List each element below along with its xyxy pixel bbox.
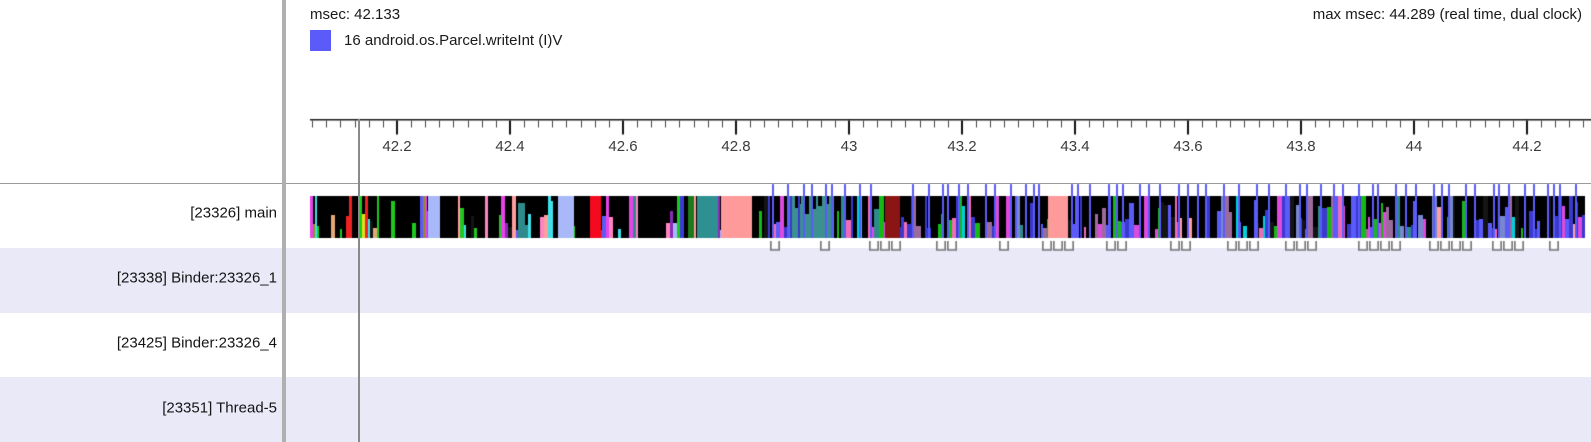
method-color-swatch [310,30,331,51]
axis-tick-label: 44.2 [1512,138,1542,155]
axis-tick-label: 43 [840,138,858,155]
axis-tick-label: 42.4 [495,138,525,155]
pane-splitter[interactable] [282,0,286,442]
axis-tick-label: 42.8 [721,138,751,155]
axis-tick-label: 42.2 [382,138,412,155]
axis-tick-label: 42.6 [608,138,638,155]
cursor-msec-readout: msec: 42.133 [310,6,401,23]
time-cursor-line [358,119,360,442]
selected-method-legend: 16 android.os.Parcel.writeInt (I)V [310,30,562,51]
method-name-label: 16 android.os.Parcel.writeInt (I)V [344,32,563,49]
axis-tick-label: 43.6 [1173,138,1203,155]
axis-tick-label: 43.4 [1060,138,1090,155]
max-msec-readout: max msec: 44.289 (real time, dual clock) [1312,6,1582,23]
axis-tick-label: 43.2 [947,138,977,155]
axis-tick-label: 44 [1405,138,1423,155]
axis-tick-label: 43.8 [1286,138,1316,155]
